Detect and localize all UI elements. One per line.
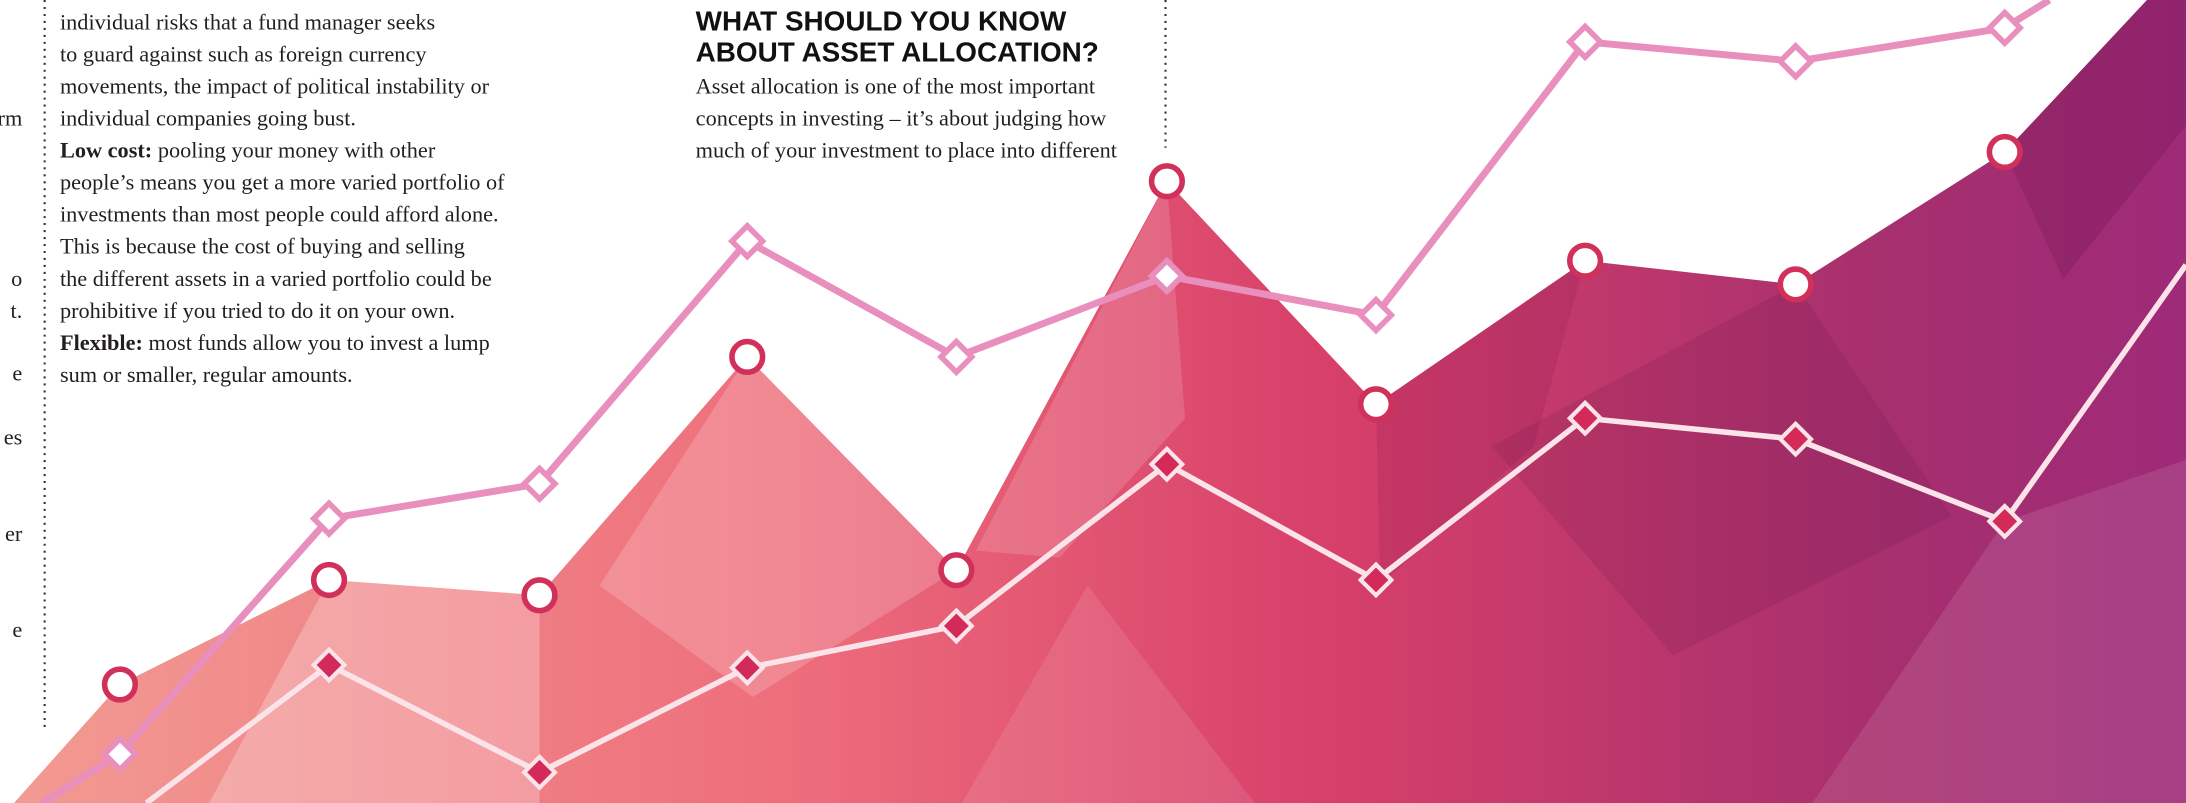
text-fragment: es bbox=[4, 425, 23, 450]
line-text: pooling your money with other bbox=[152, 138, 436, 163]
body-line: to guard against such as foreign currenc… bbox=[60, 41, 427, 66]
text-fragment: er bbox=[5, 521, 23, 546]
body-line: investments than most people could affor… bbox=[60, 202, 499, 227]
text-layer: rm o t. e es er e individual risks that a fund … bbox=[0, 6, 1118, 642]
line-text: prohibitive if you tried to do it on you… bbox=[60, 298, 455, 323]
line-text: sum or smaller, regular amounts. bbox=[60, 362, 353, 387]
bold-lead: Low cost: bbox=[60, 138, 152, 163]
body-line: Low cost: pooling your money with other bbox=[60, 138, 436, 163]
line-text: individual companies going bust. bbox=[60, 105, 356, 130]
line-text: people’s means you get a more varied por… bbox=[60, 170, 505, 195]
body-line: individual companies going bust. bbox=[60, 105, 356, 130]
body-line: concepts in investing – it’s about judgi… bbox=[696, 105, 1107, 130]
body-line: sum or smaller, regular amounts. bbox=[60, 362, 353, 387]
body-line: Flexible: most funds allow you to invest… bbox=[60, 330, 490, 355]
body-line: prohibitive if you tried to do it on you… bbox=[60, 298, 455, 323]
page: {"margin_fragments": ["rm", "o", "t.", "… bbox=[0, 0, 2186, 803]
body-line: much of your investment to place into di… bbox=[696, 138, 1118, 163]
line-text: the different assets in a varied portfol… bbox=[60, 266, 492, 291]
body-line: people’s means you get a more varied por… bbox=[60, 170, 505, 195]
line-text: movements, the impact of political insta… bbox=[60, 73, 490, 98]
line-text: investments than most people could affor… bbox=[60, 202, 499, 227]
text-fragment: rm bbox=[0, 105, 22, 130]
body-line: Asset allocation is one of the most impo… bbox=[696, 73, 1096, 98]
text-fragment: o bbox=[11, 266, 22, 291]
line-text: This is because the cost of buying and s… bbox=[60, 234, 465, 259]
bold-lead: Flexible: bbox=[60, 330, 143, 355]
section-heading: WHAT SHOULD YOU KNOW bbox=[696, 6, 1067, 37]
section-heading: ABOUT ASSET ALLOCATION? bbox=[696, 36, 1099, 67]
line-text: to guard against such as foreign currenc… bbox=[60, 41, 427, 66]
line-text: individual risks that a fund manager see… bbox=[60, 9, 435, 34]
text-fragment: t. bbox=[11, 298, 23, 323]
body-line: movements, the impact of political insta… bbox=[60, 73, 490, 98]
body-line: individual risks that a fund manager see… bbox=[60, 9, 435, 34]
body-line: the different assets in a varied portfol… bbox=[60, 266, 492, 291]
text-fragment: e bbox=[12, 361, 22, 386]
text-fragment: e bbox=[12, 617, 22, 642]
page-canvas: rm o t. e es er e individual risks that a fund … bbox=[0, 0, 2186, 803]
line-text: most funds allow you to invest a lump bbox=[143, 330, 490, 355]
body-line: This is because the cost of buying and s… bbox=[60, 234, 465, 259]
